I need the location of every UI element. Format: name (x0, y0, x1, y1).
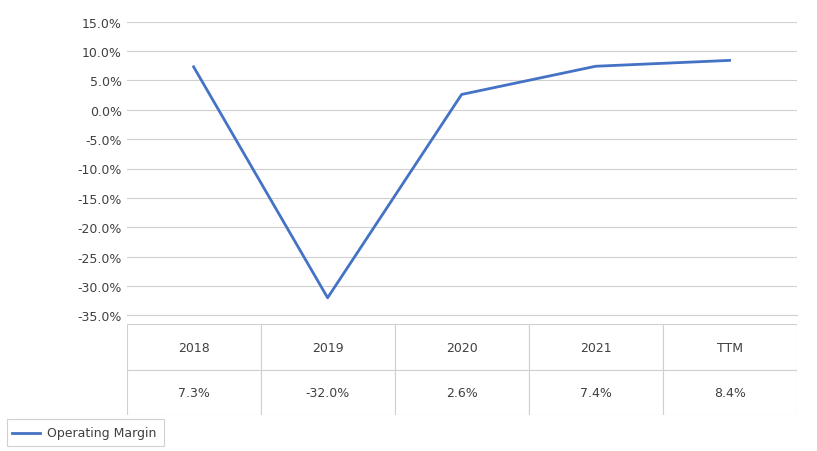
Bar (261, 370, 395, 415)
Bar (127, 325, 261, 370)
Bar (127, 370, 261, 415)
Text: 2.6%: 2.6% (446, 386, 477, 399)
Bar (663, 325, 797, 370)
Text: -32.0%: -32.0% (306, 386, 350, 399)
Bar (395, 325, 529, 370)
Text: 2021: 2021 (580, 341, 611, 354)
Bar (529, 370, 663, 415)
Text: Operating Margin: Operating Margin (47, 427, 156, 439)
Text: 2020: 2020 (446, 341, 477, 354)
Bar (663, 370, 797, 415)
Text: 8.4%: 8.4% (713, 386, 746, 399)
Text: 2019: 2019 (312, 341, 343, 354)
Text: 7.3%: 7.3% (177, 386, 210, 399)
Text: TTM: TTM (717, 341, 743, 354)
Bar (529, 325, 663, 370)
Bar (395, 370, 529, 415)
Text: 2018: 2018 (178, 341, 209, 354)
Text: 7.4%: 7.4% (579, 386, 612, 399)
Bar (261, 325, 395, 370)
